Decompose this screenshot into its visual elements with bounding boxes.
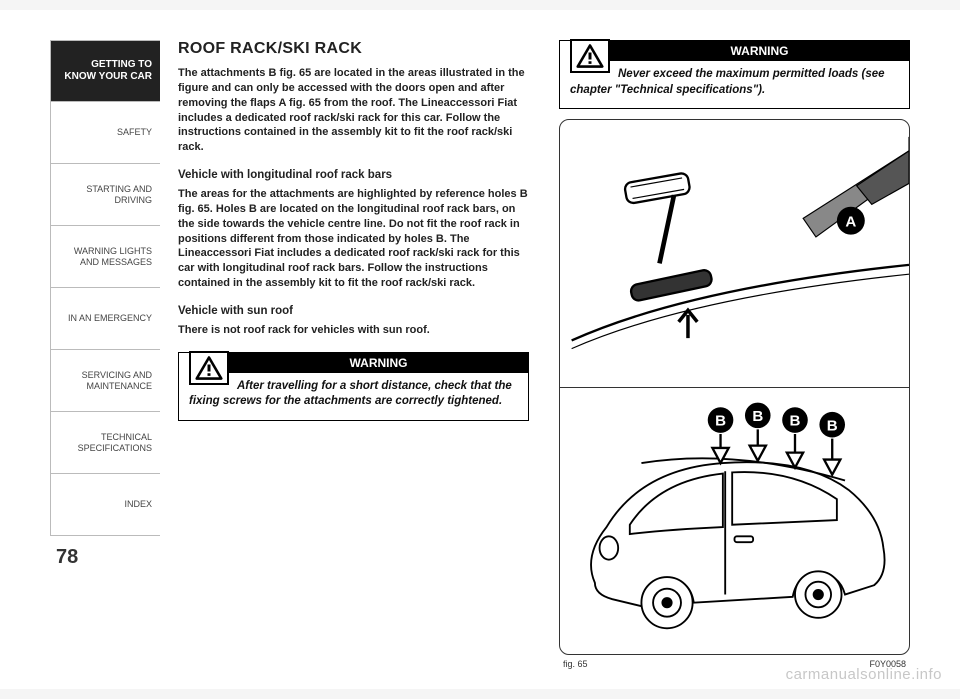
figure-code: F0Y0058: [869, 659, 906, 669]
tab-label: GETTING TOKNOW YOUR CAR: [64, 59, 152, 83]
content-area: ROOF RACK/SKI RACK The attachments B fig…: [178, 40, 910, 669]
warning-title: WARNING: [610, 41, 909, 61]
warning-triangle-icon: [570, 39, 610, 73]
sidebar-tabs: GETTING TOKNOW YOUR CAR SAFETY STARTING …: [50, 40, 160, 669]
tab-safety[interactable]: SAFETY: [50, 102, 160, 164]
tab-servicing[interactable]: SERVICING ANDMAINTENANCE: [50, 350, 160, 412]
tab-emergency[interactable]: IN AN EMERGENCY: [50, 288, 160, 350]
marker-b-label: B: [752, 408, 763, 425]
subheading-sunroof: Vehicle with sun roof: [178, 305, 529, 317]
tab-starting-driving[interactable]: STARTING ANDDRIVING: [50, 164, 160, 226]
tab-technical[interactable]: TECHNICALSPECIFICATIONS: [50, 412, 160, 474]
right-column: WARNING Never exceed the maximum permitt…: [559, 40, 910, 669]
tab-label: SERVICING ANDMAINTENANCE: [82, 370, 152, 392]
tab-label: STARTING ANDDRIVING: [86, 184, 152, 206]
intro-paragraph: The attachments B fig. 65 are located in…: [178, 66, 529, 155]
tab-index[interactable]: INDEX: [50, 474, 160, 536]
warning-triangle-icon: [189, 351, 229, 385]
manual-page: GETTING TOKNOW YOUR CAR SAFETY STARTING …: [0, 10, 960, 689]
tab-warning-lights[interactable]: WARNING LIGHTSAND MESSAGES: [50, 226, 160, 288]
warning-title: WARNING: [229, 353, 528, 373]
figure-number: fig. 65: [563, 659, 588, 669]
warning-body: After travelling for a short distance, c…: [179, 373, 528, 420]
tab-label: INDEX: [124, 499, 152, 510]
figure-bottom-panel: B B B B: [560, 388, 909, 654]
tab-getting-to-know[interactable]: GETTING TOKNOW YOUR CAR: [50, 40, 160, 102]
left-column: ROOF RACK/SKI RACK The attachments B fig…: [178, 40, 529, 669]
subheading-longitudinal: Vehicle with longitudinal roof rack bars: [178, 169, 529, 181]
warning-body: Never exceed the maximum permitted loads…: [560, 61, 909, 108]
marker-a-label: A: [845, 213, 856, 230]
tab-label: IN AN EMERGENCY: [68, 313, 152, 324]
marker-b-label: B: [827, 417, 838, 434]
marker-b-label: B: [715, 412, 726, 429]
page-number: 78: [50, 536, 160, 569]
sunroof-paragraph: There is not roof rack for vehicles with…: [178, 323, 529, 338]
figure-top-panel: A: [560, 120, 909, 387]
figure-65: A: [559, 119, 910, 655]
tab-label: WARNING LIGHTSAND MESSAGES: [74, 246, 152, 268]
warning-box-tighten: WARNING After travelling for a short dis…: [178, 352, 529, 421]
section-title: ROOF RACK/SKI RACK: [178, 40, 529, 58]
warning-box-load: WARNING Never exceed the maximum permitt…: [559, 40, 910, 109]
figure-caption: fig. 65 F0Y0058: [559, 659, 910, 669]
marker-b-label: B: [790, 412, 801, 429]
tab-label: SAFETY: [117, 127, 152, 138]
warning-text: Never exceed the maximum permitted loads…: [570, 68, 885, 96]
tab-label: TECHNICALSPECIFICATIONS: [78, 432, 152, 454]
longitudinal-paragraph: The areas for the attachments are highli…: [178, 187, 529, 291]
warning-text: After travelling for a short distance, c…: [189, 380, 512, 408]
